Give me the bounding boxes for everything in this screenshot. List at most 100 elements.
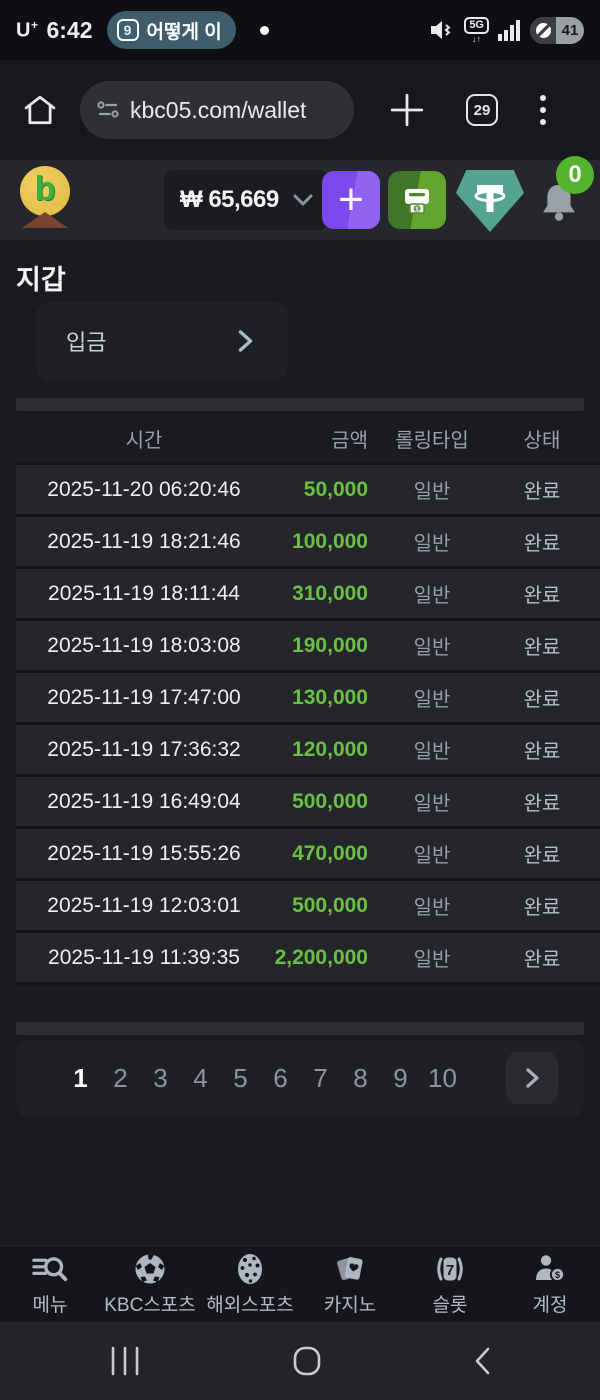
deposit-button[interactable]: 입금 <box>36 302 288 380</box>
cell-status: 완료 <box>523 793 561 815</box>
nav-item-kbc-sports[interactable]: KBC스포츠 <box>100 1246 200 1322</box>
header-rolling: 롤링타입 <box>395 430 469 452</box>
spotted-ball-icon <box>238 1254 262 1284</box>
page-button-4[interactable]: 4 <box>193 1062 208 1093</box>
page-button-10[interactable]: 10 <box>428 1062 457 1093</box>
new-tab-icon[interactable] <box>388 91 426 129</box>
site-header: b ₩ 65,669 + $ 0 <box>0 156 600 240</box>
cell-time: 2025-11-19 18:03:08 <box>47 633 241 657</box>
table-row[interactable]: 2025-11-19 18:11:44 310,000 일반 완료 <box>16 569 600 621</box>
nav-item-menu[interactable]: 메뉴 <box>0 1246 100 1322</box>
site-settings-icon <box>97 101 119 118</box>
table-row[interactable]: 2025-11-19 18:21:46 100,000 일반 완료 <box>16 517 600 569</box>
page-button-7[interactable]: 7 <box>313 1062 328 1093</box>
cell-time: 2025-11-19 15:55:26 <box>47 841 241 865</box>
cell-time: 2025-11-19 18:21:46 <box>47 529 241 553</box>
cell-time: 2025-11-19 18:11:44 <box>48 581 240 605</box>
page-button-1[interactable]: 1 <box>73 1062 88 1093</box>
balance-dropdown[interactable]: ₩ 65,669 <box>164 170 329 230</box>
chevron-down-icon <box>293 194 313 206</box>
nav-label: 해외스포츠 <box>206 1295 294 1316</box>
back-button[interactable] <box>472 1345 492 1377</box>
cell-amount: 310,000 <box>292 581 368 605</box>
deposit-plus-button[interactable]: + <box>322 171 380 229</box>
cell-status: 완료 <box>523 845 561 867</box>
nav-item-slots[interactable]: 7 슬롯 <box>400 1246 500 1322</box>
notification-dot-icon <box>259 25 269 35</box>
tether-usdt-button[interactable] <box>456 170 524 232</box>
next-page-button[interactable] <box>506 1052 558 1104</box>
url-text: kbc05.com/wallet <box>130 96 307 123</box>
signal-strength-icon <box>498 19 520 41</box>
tab-switcher[interactable]: 29 <box>466 94 498 126</box>
nav-item-overseas-sports[interactable]: 해외스포츠 <box>200 1246 300 1322</box>
cell-status: 완료 <box>523 481 561 503</box>
browser-menu-icon[interactable] <box>540 95 546 125</box>
logo-moon-icon <box>20 166 70 216</box>
svg-text:7: 7 <box>446 1262 454 1279</box>
page-button-3[interactable]: 3 <box>153 1062 168 1093</box>
page-button-8[interactable]: 8 <box>353 1062 368 1093</box>
table-row[interactable]: 2025-11-19 17:36:32 120,000 일반 완료 <box>16 725 600 777</box>
home-icon[interactable] <box>22 94 58 126</box>
svg-text:$: $ <box>415 207 419 213</box>
table-row[interactable]: 2025-11-19 18:03:08 190,000 일반 완료 <box>16 621 600 673</box>
horizontal-scrollbar[interactable] <box>16 398 584 411</box>
recents-button[interactable] <box>108 1345 142 1377</box>
playing-cards-icon <box>337 1257 363 1280</box>
cell-status: 완료 <box>523 533 561 555</box>
battery-indicator: 41 <box>530 16 584 44</box>
table-header-row: 시간 금액 롤링타입 상태 <box>16 415 600 465</box>
cell-status: 완료 <box>523 741 561 763</box>
logo-letter: b <box>34 170 56 208</box>
notification-app-icon: 9 <box>116 19 139 41</box>
cell-amount: 120,000 <box>292 737 368 761</box>
cell-rolling: 일반 <box>413 585 451 607</box>
cell-amount: 50,000 <box>303 477 368 501</box>
nav-item-account[interactable]: $ 계정 <box>500 1246 600 1322</box>
cell-time: 2025-11-20 06:20:46 <box>47 477 241 501</box>
nav-item-casino[interactable]: 카지노 <box>300 1246 400 1322</box>
cell-status: 완료 <box>523 585 561 607</box>
table-row[interactable]: 2025-11-19 15:55:26 470,000 일반 완료 <box>16 829 600 881</box>
page-button-6[interactable]: 6 <box>273 1062 288 1093</box>
notifications-button[interactable]: 0 <box>538 156 594 236</box>
table-row[interactable]: 2025-11-19 12:03:01 500,000 일반 완료 <box>16 881 600 933</box>
cell-amount: 500,000 <box>292 893 368 917</box>
table-row[interactable]: 2025-11-19 17:47:00 130,000 일반 완료 <box>16 673 600 725</box>
cell-rolling: 일반 <box>413 741 451 763</box>
balance-amount: ₩ 65,669 <box>180 186 279 213</box>
address-bar[interactable]: kbc05.com/wallet <box>80 81 354 139</box>
cash-machine-icon: $ <box>405 189 429 214</box>
page-title: 지갑 <box>16 265 66 295</box>
cell-amount: 2,200,000 <box>274 945 368 969</box>
nav-label: 카지노 <box>323 1295 377 1316</box>
horizontal-scrollbar[interactable] <box>16 1022 584 1035</box>
svg-text:$: $ <box>555 1270 560 1280</box>
home-button[interactable] <box>292 1345 322 1377</box>
table-row[interactable]: 2025-11-19 11:39:35 2,200,000 일반 완료 <box>16 933 600 985</box>
cell-rolling: 일반 <box>413 845 451 867</box>
cell-amount: 470,000 <box>292 841 368 865</box>
site-logo[interactable]: b <box>18 164 72 230</box>
notification-pill[interactable]: 9 어떻게 이 <box>106 11 236 49</box>
tether-logo-icon <box>474 185 506 212</box>
table-row[interactable]: 2025-11-19 16:49:04 500,000 일반 완료 <box>16 777 600 829</box>
page-button-2[interactable]: 2 <box>113 1062 128 1093</box>
pagination-bar: 1 2 3 4 5 6 7 8 9 10 <box>16 1040 584 1116</box>
nav-label: KBC스포츠 <box>104 1295 196 1316</box>
cell-time: 2025-11-19 16:49:04 <box>47 789 241 813</box>
chevron-right-icon <box>238 330 253 352</box>
cell-rolling: 일반 <box>413 637 451 659</box>
notification-count-badge: 0 <box>556 156 594 194</box>
notification-text: 어떻게 이 <box>146 21 222 43</box>
cell-amount: 500,000 <box>292 789 368 813</box>
deposit-label: 입금 <box>66 330 107 355</box>
page-button-9[interactable]: 9 <box>393 1062 408 1093</box>
cash-machine-button[interactable]: $ <box>388 171 446 229</box>
page-button-5[interactable]: 5 <box>233 1062 248 1093</box>
table-row[interactable]: 2025-11-20 06:20:46 50,000 일반 완료 <box>16 465 600 517</box>
logo-mound-icon <box>22 212 68 228</box>
battery-saver-icon <box>530 16 556 44</box>
cell-rolling: 일반 <box>413 533 451 555</box>
